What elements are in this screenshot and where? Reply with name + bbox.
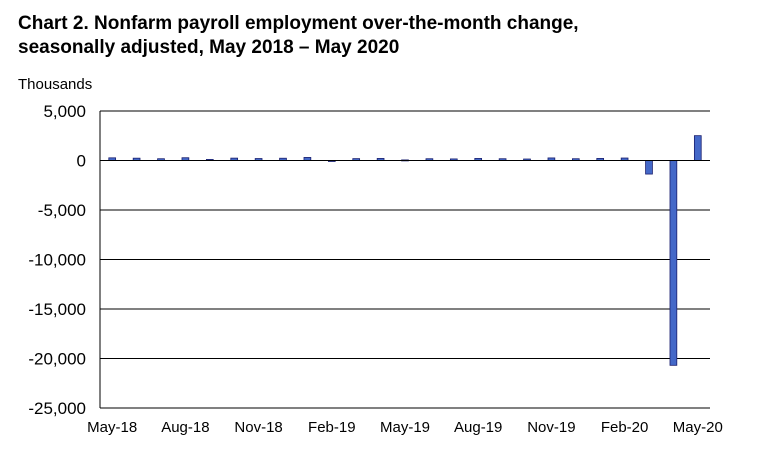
- x-tick-label: May-20: [673, 419, 723, 436]
- x-tick-label: Nov-19: [527, 419, 575, 436]
- bar-May-20: [693, 135, 702, 161]
- bar-Mar-20: [645, 160, 653, 175]
- y-tick-label: 0: [77, 152, 86, 171]
- chart-title: Chart 2. Nonfarm payroll employment over…: [18, 12, 579, 60]
- x-tick-label: Aug-19: [454, 419, 502, 436]
- axes: [99, 111, 710, 409]
- chart-title-line-2: seasonally adjusted, May 2018 – May 2020: [18, 37, 400, 58]
- x-tick-label: Feb-20: [601, 419, 649, 436]
- y-tick-labels: 5,000 0 -5,000 -10,000 -15,000 -20,000 -25,000: [28, 102, 86, 418]
- x-tick-label: Nov-18: [234, 419, 282, 436]
- y-tick-label: -5,000: [38, 201, 86, 220]
- y-tick-label: -15,000: [28, 300, 86, 319]
- y-tick-label: -20,000: [28, 350, 86, 369]
- gridlines: [100, 110, 710, 359]
- bar-Apr-20: [669, 160, 678, 366]
- y-tick-label: -10,000: [28, 251, 86, 270]
- x-tick-label: Feb-19: [308, 419, 356, 436]
- x-tick-label: May-18: [87, 419, 137, 436]
- y-tick-label: 5,000: [43, 102, 86, 121]
- x-tick-label: Aug-18: [161, 419, 209, 436]
- bars: [108, 135, 702, 366]
- chart-title-line-1: Chart 2. Nonfarm payroll employment over…: [18, 13, 579, 34]
- y-axis-unit-label: Thousands: [18, 76, 93, 93]
- y-tick-label: -25,000: [28, 399, 86, 418]
- x-tick-labels: May-18 Aug-18 Nov-18 Feb-19 May-19 Aug-19 Nov-…: [87, 419, 723, 436]
- x-tick-label: May-19: [380, 419, 430, 436]
